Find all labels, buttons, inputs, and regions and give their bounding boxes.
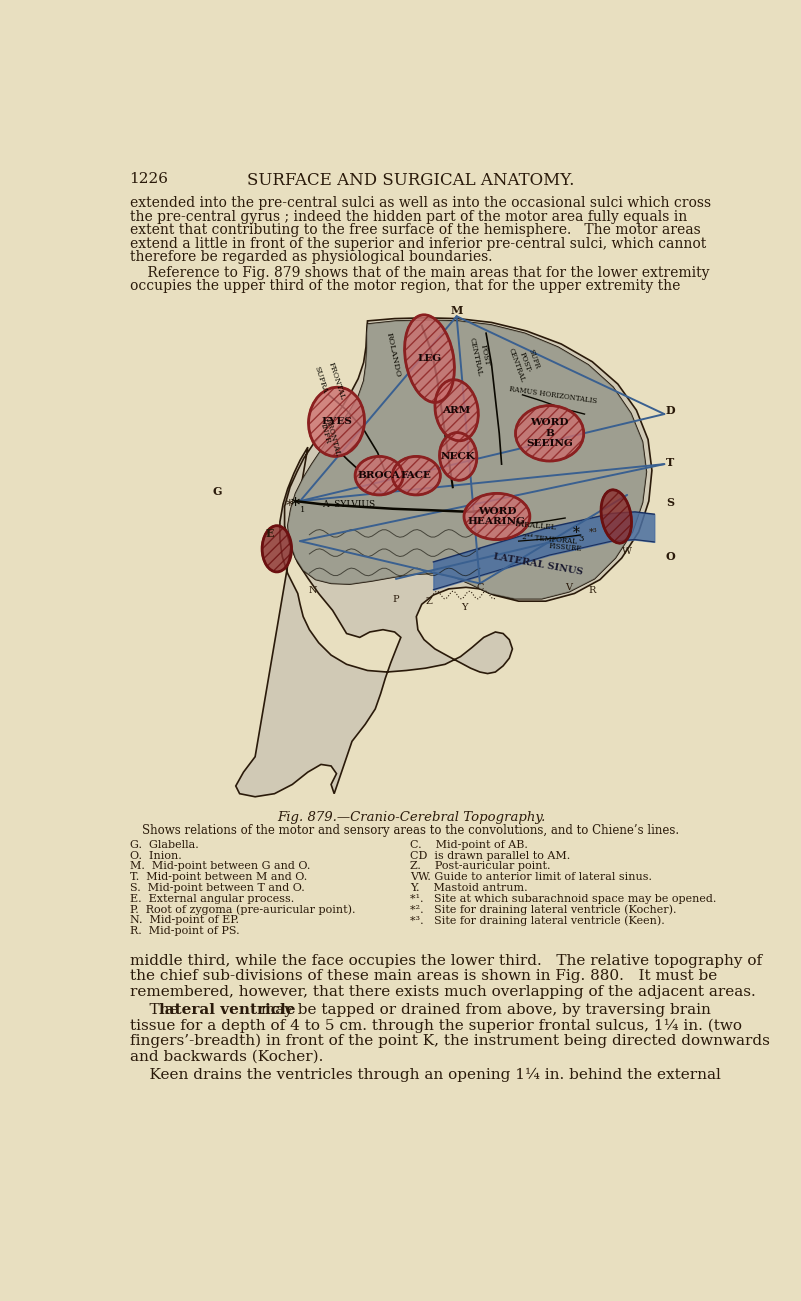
Text: N: N xyxy=(309,585,317,595)
Text: the chief sub-divisions of these main areas is shown in Fig. 880.   It must be: the chief sub-divisions of these main ar… xyxy=(130,969,717,984)
Text: 1226: 1226 xyxy=(130,172,168,186)
Text: *: * xyxy=(286,500,294,514)
Text: W: W xyxy=(622,548,632,557)
Text: middle third, while the face occupies the lower third.   The relative topography: middle third, while the face occupies th… xyxy=(130,954,762,968)
Text: Keen drains the ventricles through an opening 1¼ in. behind the external: Keen drains the ventricles through an op… xyxy=(130,1068,720,1082)
Text: The: The xyxy=(130,1003,183,1017)
Text: Reference to Fig. 879 shows that of the main areas that for the lower extremity: Reference to Fig. 879 shows that of the … xyxy=(130,265,709,280)
Text: Z.    Post-auricular point.: Z. Post-auricular point. xyxy=(410,861,550,872)
Text: D: D xyxy=(666,405,675,416)
Text: Y: Y xyxy=(461,602,468,611)
Text: VW. Guide to anterior limit of lateral sinus.: VW. Guide to anterior limit of lateral s… xyxy=(410,872,652,882)
Text: FISSURE: FISSURE xyxy=(548,541,582,553)
Ellipse shape xyxy=(440,433,477,480)
Text: Fig. 879.—Cranio-Cerebral Topography.: Fig. 879.—Cranio-Cerebral Topography. xyxy=(276,811,545,824)
Text: *¹.   Site at which subarachnoid space may be opened.: *¹. Site at which subarachnoid space may… xyxy=(410,894,717,904)
Text: Shows relations of the motor and sensory areas to the convolutions, and to Chien: Shows relations of the motor and sensory… xyxy=(143,824,679,837)
Text: Y.    Mastoid antrum.: Y. Mastoid antrum. xyxy=(410,883,528,892)
Polygon shape xyxy=(235,317,652,796)
Text: extend a little in front of the superior and inferior pre-central sulci, which c: extend a little in front of the superior… xyxy=(130,237,706,251)
Text: M: M xyxy=(450,306,463,316)
Text: S: S xyxy=(666,497,674,509)
Text: WORD
HEARING: WORD HEARING xyxy=(468,507,526,526)
Text: T.  Mid-point between M and O.: T. Mid-point between M and O. xyxy=(130,872,307,882)
Text: E.  External angular process.: E. External angular process. xyxy=(130,894,294,904)
Text: INFR: INFR xyxy=(318,423,332,445)
Text: therefore be regarded as physiological boundaries.: therefore be regarded as physiological b… xyxy=(130,250,492,264)
Text: P: P xyxy=(392,595,400,604)
Text: R.  Mid-point of PS.: R. Mid-point of PS. xyxy=(130,926,239,937)
Text: 1: 1 xyxy=(300,506,305,514)
Text: FRONTAL: FRONTAL xyxy=(324,418,341,457)
Text: A  SYLVIUS: A SYLVIUS xyxy=(321,500,375,509)
Text: remembered, however, that there exists much overlapping of the adjacent areas.: remembered, however, that there exists m… xyxy=(130,985,755,999)
Text: occupies the upper third of the motor region, that for the upper extremity the: occupies the upper third of the motor re… xyxy=(130,280,680,293)
Text: *².   Site for draining lateral ventricle (Kocher).: *². Site for draining lateral ventricle … xyxy=(410,904,677,915)
Ellipse shape xyxy=(262,526,292,572)
Polygon shape xyxy=(288,320,646,598)
Text: ROLANDO: ROLANDO xyxy=(384,332,402,379)
Text: lateral ventricle: lateral ventricle xyxy=(159,1003,296,1017)
Ellipse shape xyxy=(405,315,454,402)
Text: ARM: ARM xyxy=(442,406,471,415)
Text: fingers’-breadth) in front of the point K, the instrument being directed downwar: fingers’-breadth) in front of the point … xyxy=(130,1034,770,1049)
Text: EYES: EYES xyxy=(321,418,352,427)
Text: PARALLEL: PARALLEL xyxy=(514,520,557,532)
Text: E: E xyxy=(266,528,275,539)
Text: FACE: FACE xyxy=(400,471,432,480)
Text: 2ⁿᵈ TEMPORAL: 2ⁿᵈ TEMPORAL xyxy=(522,533,578,546)
Text: FRONTAL: FRONTAL xyxy=(327,362,346,401)
Text: the pre-central gyrus ; indeed the hidden part of the motor area fully equals in: the pre-central gyrus ; indeed the hidde… xyxy=(130,209,686,224)
Text: SUPRA: SUPRA xyxy=(313,364,329,394)
Text: O.  Inion.: O. Inion. xyxy=(130,851,181,861)
Text: SUPR
POST-
CENTRAL: SUPR POST- CENTRAL xyxy=(506,341,543,384)
Text: extended into the pre-central sulci as well as into the occasional sulci which c: extended into the pre-central sulci as w… xyxy=(130,196,710,211)
Text: V: V xyxy=(566,583,573,592)
Text: BROCA: BROCA xyxy=(358,471,400,480)
Ellipse shape xyxy=(464,493,530,540)
Text: C.    Mid-point of AB.: C. Mid-point of AB. xyxy=(410,840,528,850)
Text: WORD
B
SEEING: WORD B SEEING xyxy=(526,419,573,449)
Text: G: G xyxy=(212,485,222,497)
Text: Z: Z xyxy=(426,597,433,606)
Text: *: * xyxy=(574,527,580,540)
Text: S.  Mid-point between T and O.: S. Mid-point between T and O. xyxy=(130,883,304,892)
Text: NECK: NECK xyxy=(441,451,476,461)
Ellipse shape xyxy=(601,489,631,543)
Text: G.  Glabella.: G. Glabella. xyxy=(130,840,199,850)
Ellipse shape xyxy=(308,388,364,457)
Text: may be tapped or drained from above, by traversing brain: may be tapped or drained from above, by … xyxy=(256,1003,710,1017)
Text: 3: 3 xyxy=(578,535,584,543)
Text: *³: *³ xyxy=(589,527,597,536)
Text: SURFACE AND SURGICAL ANATOMY.: SURFACE AND SURGICAL ANATOMY. xyxy=(248,172,574,189)
Text: LATERAL SINUS: LATERAL SINUS xyxy=(493,552,583,576)
Text: CD  is drawn parallel to AM.: CD is drawn parallel to AM. xyxy=(410,851,570,861)
Ellipse shape xyxy=(435,380,478,441)
Text: C: C xyxy=(476,583,484,592)
Text: RAMUS HORIZONTALIS: RAMUS HORIZONTALIS xyxy=(509,385,598,405)
Text: O: O xyxy=(666,552,675,562)
Polygon shape xyxy=(288,320,646,598)
Text: R: R xyxy=(589,585,596,595)
Text: tissue for a depth of 4 to 5 cm. through the superior frontal sulcus, 1¼ in. (tw: tissue for a depth of 4 to 5 cm. through… xyxy=(130,1019,742,1033)
Text: *³.   Site for draining lateral ventricle (Keen).: *³. Site for draining lateral ventricle … xyxy=(410,916,665,926)
Text: *: * xyxy=(291,497,300,515)
Ellipse shape xyxy=(392,457,441,494)
Ellipse shape xyxy=(516,406,584,461)
Text: T: T xyxy=(666,457,674,468)
Text: M.  Mid-point between G and O.: M. Mid-point between G and O. xyxy=(130,861,310,872)
Text: P.  Root of zygoma (pre-auricular point).: P. Root of zygoma (pre-auricular point). xyxy=(130,904,355,915)
Text: N.  Mid-point of EP.: N. Mid-point of EP. xyxy=(130,916,239,925)
Text: POST
CENTRAL: POST CENTRAL xyxy=(467,336,493,377)
Text: LEG: LEG xyxy=(417,354,441,363)
Text: and backwards (Kocher).: and backwards (Kocher). xyxy=(130,1050,323,1063)
Ellipse shape xyxy=(355,457,403,494)
Text: extent that contributing to the free surface of the hemisphere.   The motor area: extent that contributing to the free sur… xyxy=(130,222,700,237)
